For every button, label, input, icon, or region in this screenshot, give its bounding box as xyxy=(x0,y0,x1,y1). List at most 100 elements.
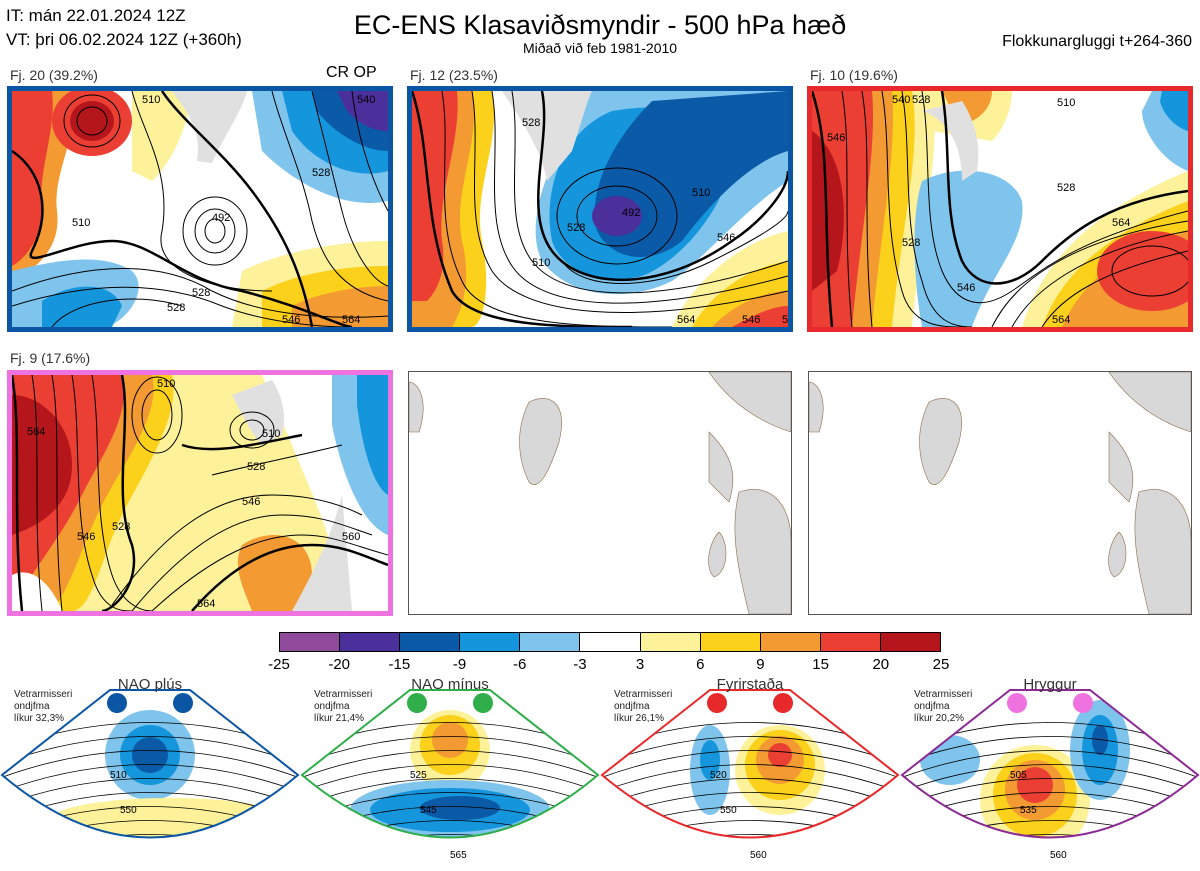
regime-contour xyxy=(2,764,298,793)
regime-contour xyxy=(602,764,898,793)
regime-note-3: líkur 26,1% xyxy=(614,713,665,724)
regime-contour xyxy=(302,736,598,765)
colorbar-tick-1: -20 xyxy=(328,656,351,673)
regime-note-2: ondjfma xyxy=(614,701,650,712)
cluster-map-2: 528 510 492 528 546 510 546 564 582 xyxy=(407,86,793,332)
anomaly-blob xyxy=(432,722,468,758)
colorbar-tick-0: -25 xyxy=(268,656,290,673)
contour-label: 510 xyxy=(532,257,550,269)
regime-map-2: 525 545 565 xyxy=(300,689,600,861)
regime-outline xyxy=(300,689,600,839)
cluster-tag-1: CR OP xyxy=(326,64,377,81)
cluster-label-4: Fj. 9 (17.6%) xyxy=(10,350,91,366)
regime-contour xyxy=(2,778,298,807)
contour-label: 560 xyxy=(342,531,360,543)
contour-label: 546 xyxy=(717,232,735,244)
contour-label: 510 xyxy=(692,187,710,199)
regime-contour-label: 560 xyxy=(750,850,767,861)
colorbar-bin-4 xyxy=(520,633,581,651)
contour-label: 546 xyxy=(242,496,260,508)
regime-dot xyxy=(1007,693,1027,713)
contour-label: 546 xyxy=(77,531,95,543)
regime-contour xyxy=(302,750,598,779)
anomaly-blob xyxy=(700,740,720,780)
regime-contour-label: 565 xyxy=(450,850,467,861)
regime-dot xyxy=(473,693,493,713)
empty-map-6 xyxy=(808,371,1192,615)
contour-label: 528 xyxy=(112,521,130,533)
colorbar-bin-0 xyxy=(280,633,341,651)
colorbar-bin-2 xyxy=(400,633,461,651)
contour-label: 528 xyxy=(192,287,210,299)
contour-label: 528 xyxy=(902,237,920,249)
contour-label: 510 xyxy=(142,94,160,106)
initial-time: IT: mán 22.01.2024 12Z xyxy=(6,6,186,25)
regime-contour xyxy=(602,736,898,765)
cluster-map-1: 510 528 492 528 546 528 510 564 540 xyxy=(7,86,393,332)
regime-note-1: Vetrarmisseri xyxy=(614,689,673,700)
regime-contour xyxy=(902,764,1198,793)
colorbar-bin-5 xyxy=(580,633,641,651)
colorbar-tick-4: -6 xyxy=(513,656,527,673)
anomaly-blob xyxy=(920,735,980,785)
regime-note-2: ondjfma xyxy=(914,701,950,712)
anomaly-blob xyxy=(420,796,500,820)
colorbar-bin-8 xyxy=(760,633,821,651)
contour-label: 564 xyxy=(1112,217,1130,229)
regime-title-2: NAO mínus xyxy=(411,676,489,693)
regime-dot xyxy=(407,693,427,713)
regime-note-3: líkur 20,2% xyxy=(914,713,965,724)
colorbar-tick-2: -15 xyxy=(388,656,411,673)
regime-contour-label: 520 xyxy=(710,770,727,781)
regime-map-1: 510 550 xyxy=(0,689,300,839)
contour-label: 564 xyxy=(342,314,360,326)
contour-label: 564 xyxy=(1052,314,1070,326)
regime-title-1: NAO plús xyxy=(117,676,183,693)
colorbar-tick-10: 20 xyxy=(872,656,890,673)
valid-time: VT: þri 06.02.2024 12Z (+360h) xyxy=(6,30,242,49)
regime-contour xyxy=(902,778,1198,807)
anomaly-blob xyxy=(1015,844,1045,856)
contour-label: 546 xyxy=(742,314,760,326)
colorbar-tick-9: 15 xyxy=(812,656,829,673)
regime-contour xyxy=(2,834,298,838)
contour-label: 546 xyxy=(827,132,845,144)
regime-map-4: 505 535 560 xyxy=(900,689,1200,861)
colorbar-tick-3: -9 xyxy=(452,656,467,673)
regime-dot xyxy=(173,693,193,713)
regime-contour xyxy=(2,736,298,765)
contour-label: 528 xyxy=(522,117,540,129)
contour-label: 528 xyxy=(167,302,185,314)
contour-label: 492 xyxy=(622,207,640,219)
colorbar-bin-1 xyxy=(340,633,401,651)
regime-contour-label: 525 xyxy=(410,770,427,781)
regime-note-1: Vetrarmisseri xyxy=(914,689,973,700)
contour-label: 528 xyxy=(567,222,585,234)
anomaly-blob xyxy=(1092,725,1108,755)
regime-contour-label: 545 xyxy=(420,805,437,816)
regime-contour xyxy=(602,834,898,838)
contour-label: 546 xyxy=(957,282,975,294)
anomaly-blob xyxy=(768,743,792,767)
regime-contour xyxy=(2,750,298,779)
regime-contour-label: 550 xyxy=(720,805,737,816)
cluster-map-4: 510 564 546 528 510 528 546 560 564 xyxy=(7,370,393,616)
regime-contour-label: 560 xyxy=(1050,850,1067,861)
contour-label: 582 xyxy=(782,314,788,326)
colorbar-tick-11: 25 xyxy=(932,656,950,673)
regime-outline xyxy=(900,689,1200,839)
colorbar-tick-8: 9 xyxy=(756,656,765,673)
regime-dot xyxy=(707,693,727,713)
colorbar-bin-10 xyxy=(880,633,941,651)
cluster-map-3: 528 546 540 528 546 564 510 564 528 xyxy=(807,86,1193,332)
cluster-label-3: Fj. 10 (19.6%) xyxy=(810,67,898,83)
regime-contour xyxy=(302,764,598,793)
regime-contour xyxy=(902,834,1198,838)
regime-map-3: 520 550 560 xyxy=(600,689,900,861)
regime-contour xyxy=(602,778,898,807)
colorbar-bin-7 xyxy=(700,633,761,651)
regime-contour xyxy=(302,834,598,838)
contour-label: 564 xyxy=(677,314,695,326)
regime-contour-label: 510 xyxy=(110,770,127,781)
colorbar-tick-5: -3 xyxy=(573,656,587,673)
